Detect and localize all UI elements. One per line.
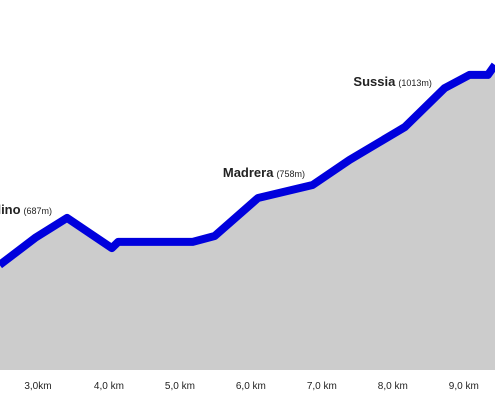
- area-fill: [0, 65, 495, 370]
- x-tick-label: 3,0km: [24, 381, 51, 392]
- annotation-name: Sussia: [353, 74, 396, 89]
- x-tick-label: 5,0 km: [165, 381, 195, 392]
- x-tick-label: 8,0 km: [378, 381, 408, 392]
- x-tick-label: 9,0 km: [449, 381, 479, 392]
- annotation: Madrera (758m): [223, 165, 305, 180]
- annotation-elevation: (687m): [24, 206, 53, 216]
- annotation-elevation: (1013m): [398, 78, 432, 88]
- x-tick-label: 6,0 km: [236, 381, 266, 392]
- x-tick-label: 4,0 km: [94, 381, 124, 392]
- annotation-name: Madrera: [223, 165, 274, 180]
- annotation: Sussia (1013m): [353, 74, 431, 89]
- annotation-name: lino: [0, 202, 21, 217]
- x-tick-label: 7,0 km: [307, 381, 337, 392]
- annotation-elevation: (758m): [276, 169, 305, 179]
- elevation-line: [0, 62, 495, 269]
- annotation: lino(687m): [0, 202, 52, 217]
